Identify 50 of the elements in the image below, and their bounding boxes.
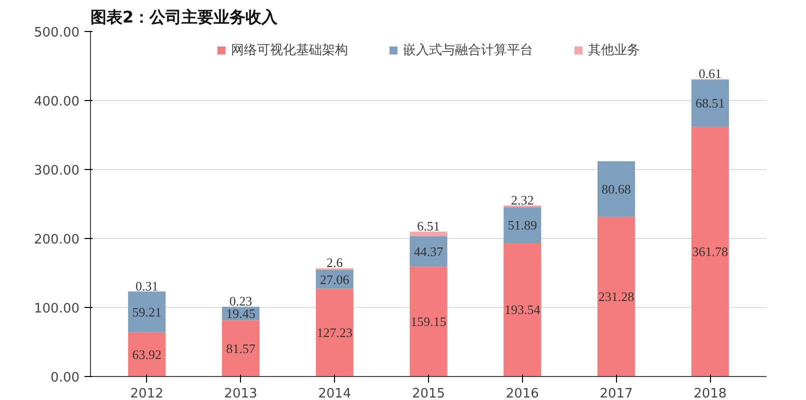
data-label: 0.23: [229, 294, 252, 309]
bar: [691, 126, 729, 376]
y-tick-label: 400.00: [34, 94, 80, 110]
data-label: 80.68: [602, 182, 631, 197]
data-label: 2.32: [511, 192, 534, 208]
data-label: 361.78: [692, 244, 728, 260]
data-label: 63.92: [132, 346, 162, 362]
data-label: 44.37: [414, 244, 444, 259]
data-label: 0.31: [135, 278, 158, 294]
bar: [504, 242, 542, 376]
data-label: 81.57: [226, 340, 256, 356]
data-label: 68.51: [696, 96, 725, 111]
y-tick-label: 100.00: [34, 302, 80, 316]
y-tick-label: 200.00: [34, 232, 80, 248]
data-label: 27.06: [320, 272, 350, 287]
bar: [410, 232, 448, 236]
x-tick-label: 2014: [318, 386, 352, 400]
chart-title: 图表2：公司主要业务收入: [90, 8, 279, 26]
data-label: 6.51: [417, 218, 440, 234]
data-label: 2.6: [326, 255, 344, 270]
bar: [598, 161, 636, 217]
x-tick-label: 2017: [600, 386, 633, 400]
data-label: 19.45: [226, 306, 256, 322]
y-tick-label: 0.00: [50, 370, 80, 386]
data-label: 193.54: [504, 302, 541, 318]
bar: [410, 236, 448, 267]
y-tick-label: 300.00: [34, 164, 80, 178]
bar: [598, 216, 636, 376]
x-tick-label: 2012: [130, 386, 164, 400]
bar: [222, 320, 260, 376]
legend-label: 网络可视化基础架构: [231, 42, 348, 59]
x-tick-label: 2018: [694, 386, 727, 400]
data-label: 159.15: [410, 314, 446, 330]
data-label: 0.61: [698, 66, 722, 82]
data-label: 59.21: [132, 304, 162, 320]
data-label: 51.89: [508, 218, 538, 233]
x-tick-label: 2015: [412, 386, 446, 400]
y-tick-label: 500.00: [34, 26, 80, 40]
bar: [504, 207, 542, 243]
bar: [316, 288, 354, 376]
bar: [691, 80, 729, 127]
x-tick-label: 2016: [506, 386, 539, 400]
data-label: 127.23: [316, 325, 352, 340]
data-label: 231.28: [598, 289, 634, 304]
legend-label: 其他业务: [588, 42, 640, 59]
legend-label: 嵌入式与融合计算平台: [403, 42, 533, 59]
bar: [128, 292, 166, 332]
bar: [410, 266, 448, 376]
bar: [128, 332, 166, 376]
x-tick-label: 2013: [224, 386, 258, 400]
